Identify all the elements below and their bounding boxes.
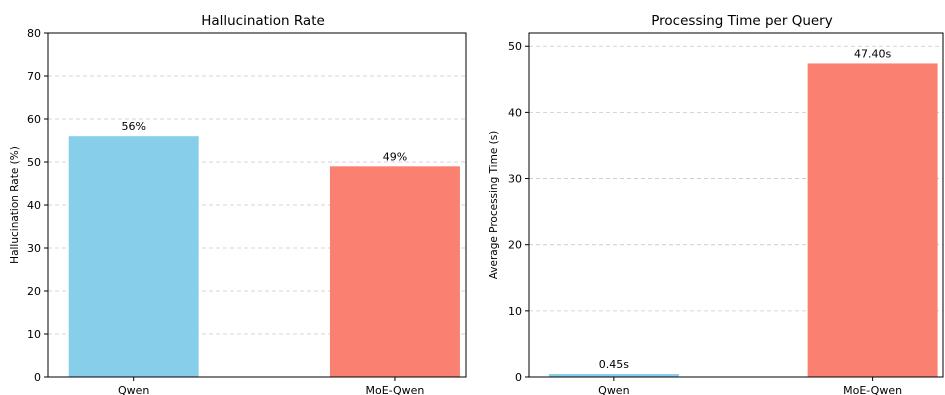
y-tick-label: 30 [508,173,522,186]
data-label: 47.40s [854,47,891,60]
chart-title: Processing Time per Query [651,13,832,29]
y-tick-label: 40 [27,199,41,212]
y-tick-label: 0 [34,371,41,384]
y-tick-label: 70 [27,70,41,83]
y-tick-label: 20 [27,285,41,298]
plot-frame [528,32,944,378]
bar [329,166,460,377]
chart-panel-2: 0 10 20 30 40 50 0.45s Qwen 47.40s MoE-Qwen Proces… [488,13,944,395]
y-tick-label: 80 [27,27,41,40]
bar [548,374,679,377]
x-tick-label: Qwen [598,384,629,395]
y-tick-label: 50 [508,40,522,53]
bar [807,63,938,377]
y-tick-label: 50 [27,156,41,169]
y-axis-label: Average Processing Time (s) [488,131,500,280]
x-tick-label: MoE-Qwen [365,384,424,395]
y-tick-label: 30 [27,242,41,255]
y-tick-label: 40 [508,106,522,119]
x-tick-label: MoE-Qwen [843,384,902,395]
y-axis-label: Hallucination Rate (%) [9,146,21,264]
chart-title: Hallucination Rate [201,13,325,29]
data-label: 0.45s [599,358,629,371]
y-tick-label: 10 [508,305,522,318]
plot-frame [47,32,467,378]
y-tick-label: 20 [508,239,522,252]
y-tick-label: 60 [27,113,41,126]
y-tick-label: 10 [27,328,41,341]
data-label: 49% [383,150,407,163]
bar [68,136,199,377]
chart-panel-1: 0 10 20 30 40 50 60 70 80 56% Qwen 49% MoE-Qwen Hallu… [9,13,467,395]
data-label: 56% [121,120,145,133]
x-tick-label: Qwen [118,384,149,395]
y-tick-label: 0 [515,371,522,384]
